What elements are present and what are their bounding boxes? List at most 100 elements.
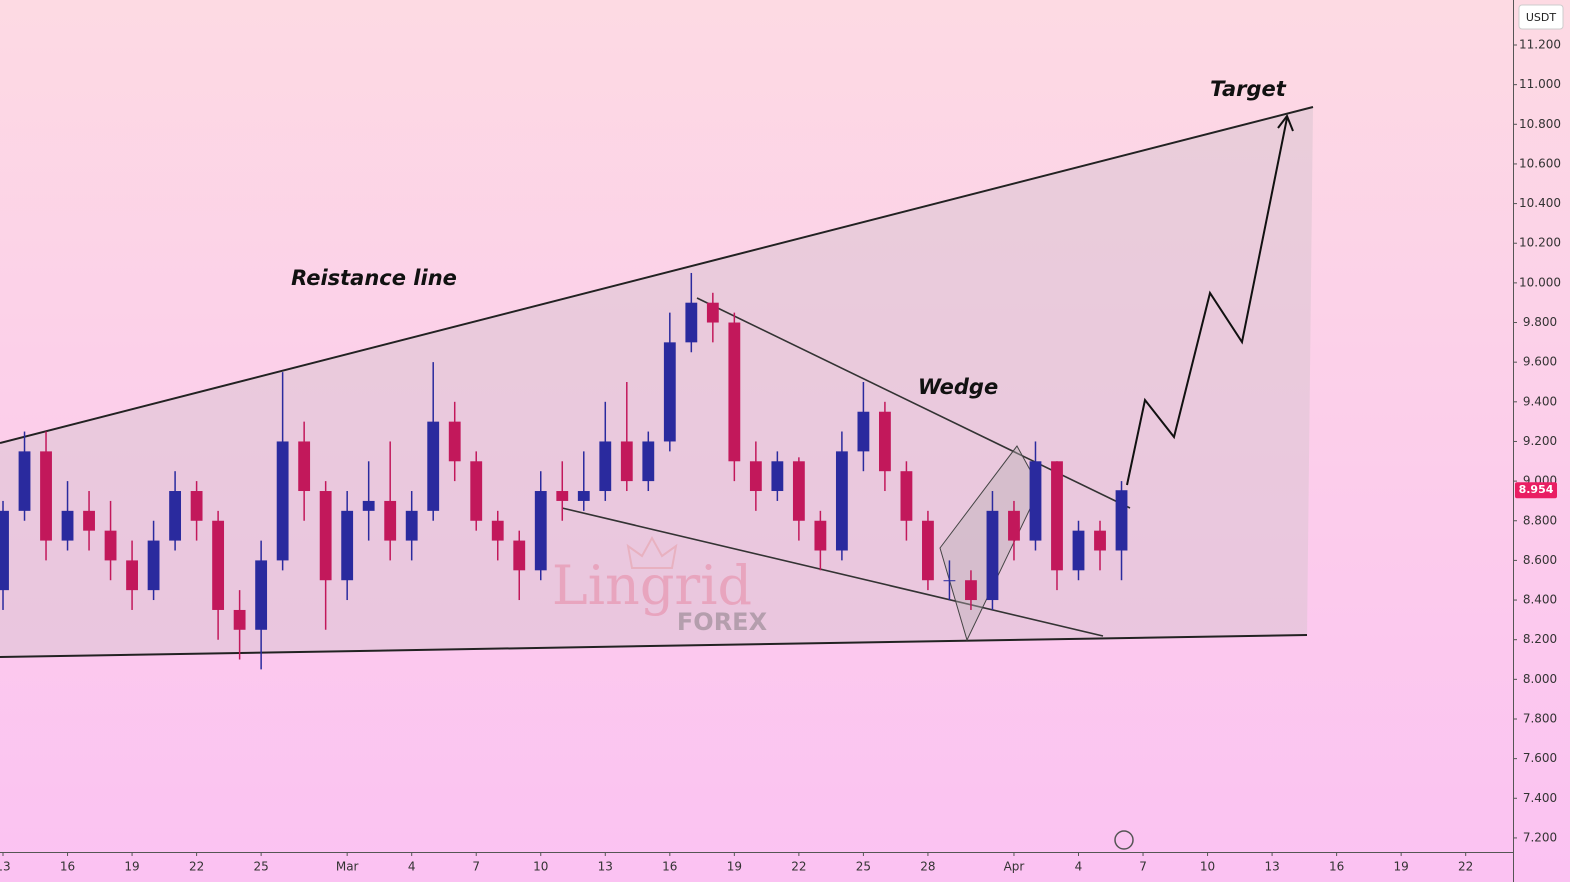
candle-body (405, 510, 418, 541)
x-tick-label: 4 (1075, 860, 1083, 874)
y-tick-label: 7.400 (1523, 791, 1557, 805)
candle-body (298, 441, 311, 492)
candle-body (448, 421, 461, 462)
annotation: Target (1210, 77, 1287, 101)
candle-body (190, 491, 203, 521)
candle-body (1029, 461, 1042, 541)
candle-body (83, 510, 95, 531)
candle-body (706, 302, 719, 323)
x-tick-label: 13 (1264, 860, 1279, 874)
candle-body (599, 441, 612, 492)
candle-body (1094, 530, 1106, 551)
x-tick-label: 19 (124, 860, 139, 874)
candle-body (255, 560, 268, 630)
candle-body (900, 471, 913, 521)
candle-body (319, 491, 332, 581)
candle-body (943, 580, 956, 582)
x-tick-label: 7 (1139, 860, 1147, 874)
support-line (0, 634, 1308, 658)
candle-body (663, 342, 676, 442)
candle-body (513, 540, 526, 571)
candle-body (61, 510, 74, 541)
y-tick-label: 10.000 (1519, 275, 1561, 289)
candle-body (212, 520, 225, 610)
y-tick-label: 10.400 (1519, 196, 1561, 210)
candle-body (147, 540, 160, 591)
x-tick-label: 19 (1394, 860, 1409, 874)
x-tick-label: 22 (791, 860, 806, 874)
currency-box (1518, 4, 1564, 30)
y-tick-label: 10.600 (1519, 156, 1561, 170)
watermark-subtitle: FOREX (677, 608, 768, 636)
y-tick-label: 8.800 (1523, 513, 1557, 527)
candle-body (814, 520, 827, 551)
x-tick-label: 22 (189, 860, 204, 874)
y-tick-label: 7.600 (1523, 751, 1557, 765)
candle-body (771, 461, 784, 492)
candle-body (276, 441, 289, 561)
y-tick-label: 10.800 (1519, 117, 1561, 131)
candle-body (835, 451, 848, 551)
candle-body (556, 491, 569, 501)
annotation: Reistance line (291, 266, 457, 290)
candle-body (922, 520, 934, 581)
candle-body (965, 580, 977, 601)
candle-body (104, 530, 117, 561)
y-tick-label: 8.600 (1523, 553, 1557, 567)
icon (1114, 830, 1134, 850)
candle-body (749, 461, 762, 492)
y-tick-label: 7.200 (1523, 830, 1557, 844)
candle-body (427, 421, 440, 511)
candle-body (362, 500, 375, 511)
candle-body (986, 510, 999, 601)
currency-label: USDT (1526, 11, 1557, 24)
candle-body (126, 560, 138, 591)
candle-body (1008, 510, 1020, 541)
candle-body (341, 510, 354, 581)
candles (0, 272, 1128, 670)
candle-body (728, 322, 741, 462)
candle-body (1115, 490, 1128, 551)
candle-body (470, 461, 483, 521)
candle-body (384, 500, 397, 541)
x-tick-label: 25 (253, 860, 268, 874)
x-tick-label: 10 (533, 860, 548, 874)
x-tick-label: 16 (662, 860, 677, 874)
x-tick-label: 7 (472, 860, 480, 874)
x-tick-label: 28 (920, 860, 935, 874)
y-tick-label: 11.200 (1519, 37, 1561, 51)
x-tick-label: 19 (727, 860, 742, 874)
candle-body (40, 451, 52, 541)
candle-body (620, 441, 633, 482)
candle-body (857, 411, 870, 452)
last-price-label: 8.954 (1519, 483, 1554, 496)
resistance-line (0, 106, 1314, 444)
x-tick-label: 10 (1200, 860, 1215, 874)
x-tick-label: 4 (408, 860, 416, 874)
y-tick-label: 8.400 (1523, 593, 1557, 607)
x-tick-label: 22 (1458, 860, 1473, 874)
candle-body (642, 441, 655, 482)
y-tick-label: 8.200 (1523, 632, 1557, 646)
x-tick-label: Apr (1004, 860, 1025, 874)
x-tick-label: 25 (856, 860, 871, 874)
candle-body (0, 510, 9, 591)
y-tick-label: 8.000 (1523, 672, 1557, 686)
y-tick-label: 10.200 (1519, 236, 1561, 250)
y-tick-label: 9.600 (1523, 355, 1557, 369)
y-tick-label: 9.400 (1523, 394, 1557, 408)
projection-path (1126, 117, 1288, 486)
axes: 7.200 7.400 7.600 7.800 8.000 8.200 8.400 8.600… (0, 37, 1561, 873)
candle-body (534, 491, 547, 571)
candle-body (491, 520, 504, 541)
wedge-lower (561, 507, 1104, 637)
y-tick-label: 9.800 (1523, 315, 1557, 329)
candle-body (1072, 530, 1085, 571)
candle-body (18, 451, 31, 511)
candle-body (169, 491, 182, 541)
candle-body (685, 302, 698, 343)
candle-body (792, 461, 805, 521)
y-tick-label: 9.200 (1523, 434, 1557, 448)
y-tick-label: 7.800 (1523, 711, 1557, 725)
